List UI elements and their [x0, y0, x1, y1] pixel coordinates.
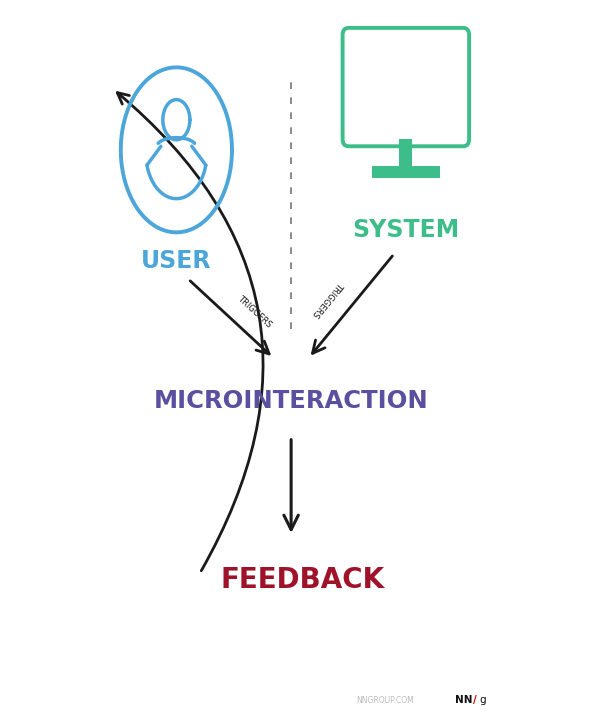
Text: /: /	[473, 695, 477, 705]
Text: USER: USER	[141, 249, 211, 273]
Text: MICROINTERACTION: MICROINTERACTION	[154, 389, 428, 413]
Text: TRIGGERS: TRIGGERS	[236, 294, 273, 329]
Text: NNGROUP.COM: NNGROUP.COM	[356, 696, 413, 705]
Text: NN: NN	[454, 695, 472, 705]
Bar	[372, 166, 440, 178]
Text: SYSTEM: SYSTEM	[352, 218, 459, 242]
Bar	[399, 139, 412, 166]
Text: FEEDBACK: FEEDBACK	[221, 566, 385, 594]
Text: TRIGGERS: TRIGGERS	[311, 279, 345, 318]
FancyArrowPatch shape	[118, 93, 263, 570]
Text: g: g	[479, 695, 486, 705]
